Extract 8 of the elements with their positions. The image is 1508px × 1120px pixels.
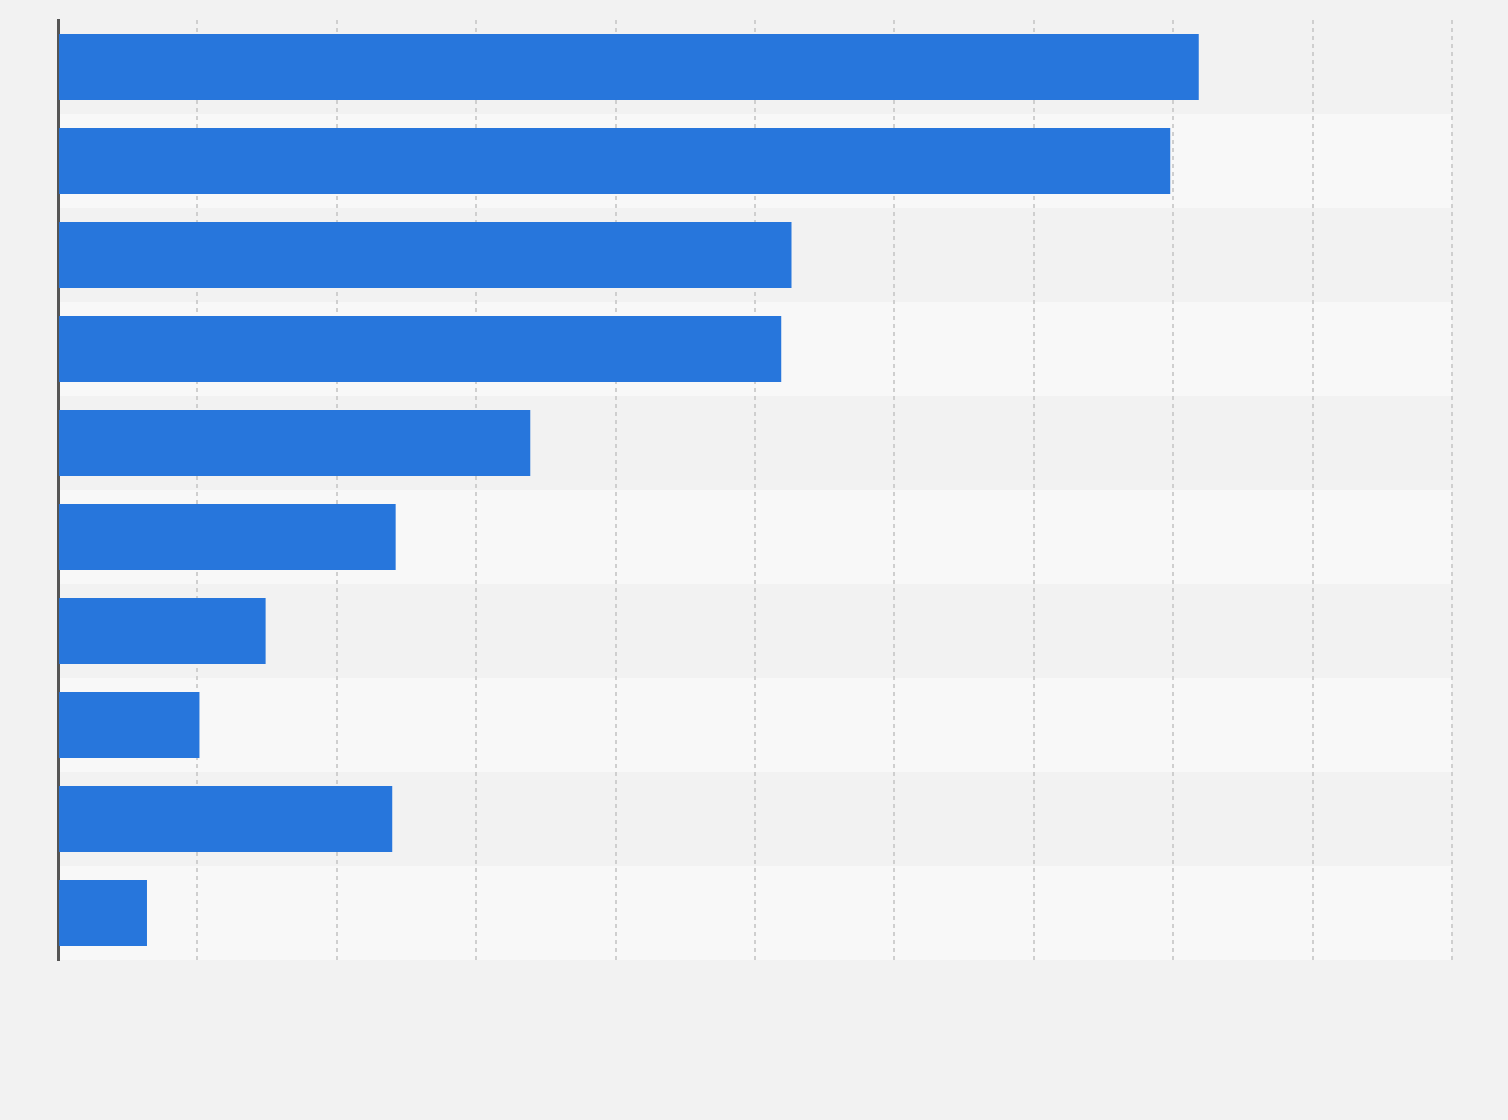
bar [59,880,147,946]
bar [59,598,266,664]
bar [59,504,396,570]
bar [59,316,782,382]
bar [59,410,531,476]
bar [59,786,393,852]
bar [59,222,792,288]
bar [59,692,200,758]
